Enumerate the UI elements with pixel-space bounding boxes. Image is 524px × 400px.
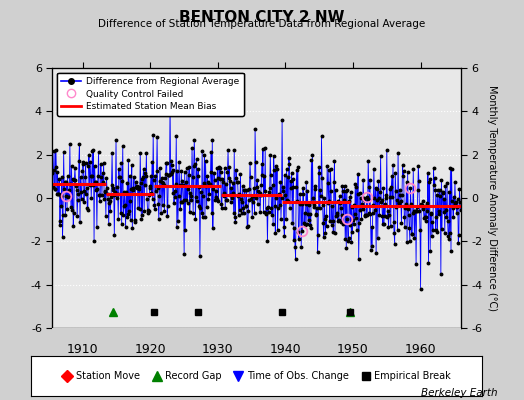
Legend: Station Move, Record Gap, Time of Obs. Change, Empirical Break: Station Move, Record Gap, Time of Obs. C…: [60, 368, 454, 384]
Legend: Difference from Regional Average, Quality Control Failed, Estimated Station Mean: Difference from Regional Average, Qualit…: [57, 72, 244, 116]
Y-axis label: Monthly Temperature Anomaly Difference (°C): Monthly Temperature Anomaly Difference (…: [487, 85, 497, 311]
Text: Berkeley Earth: Berkeley Earth: [421, 388, 498, 398]
Text: BENTON CITY 2 NW: BENTON CITY 2 NW: [179, 10, 345, 25]
Text: Difference of Station Temperature Data from Regional Average: Difference of Station Temperature Data f…: [99, 19, 425, 29]
